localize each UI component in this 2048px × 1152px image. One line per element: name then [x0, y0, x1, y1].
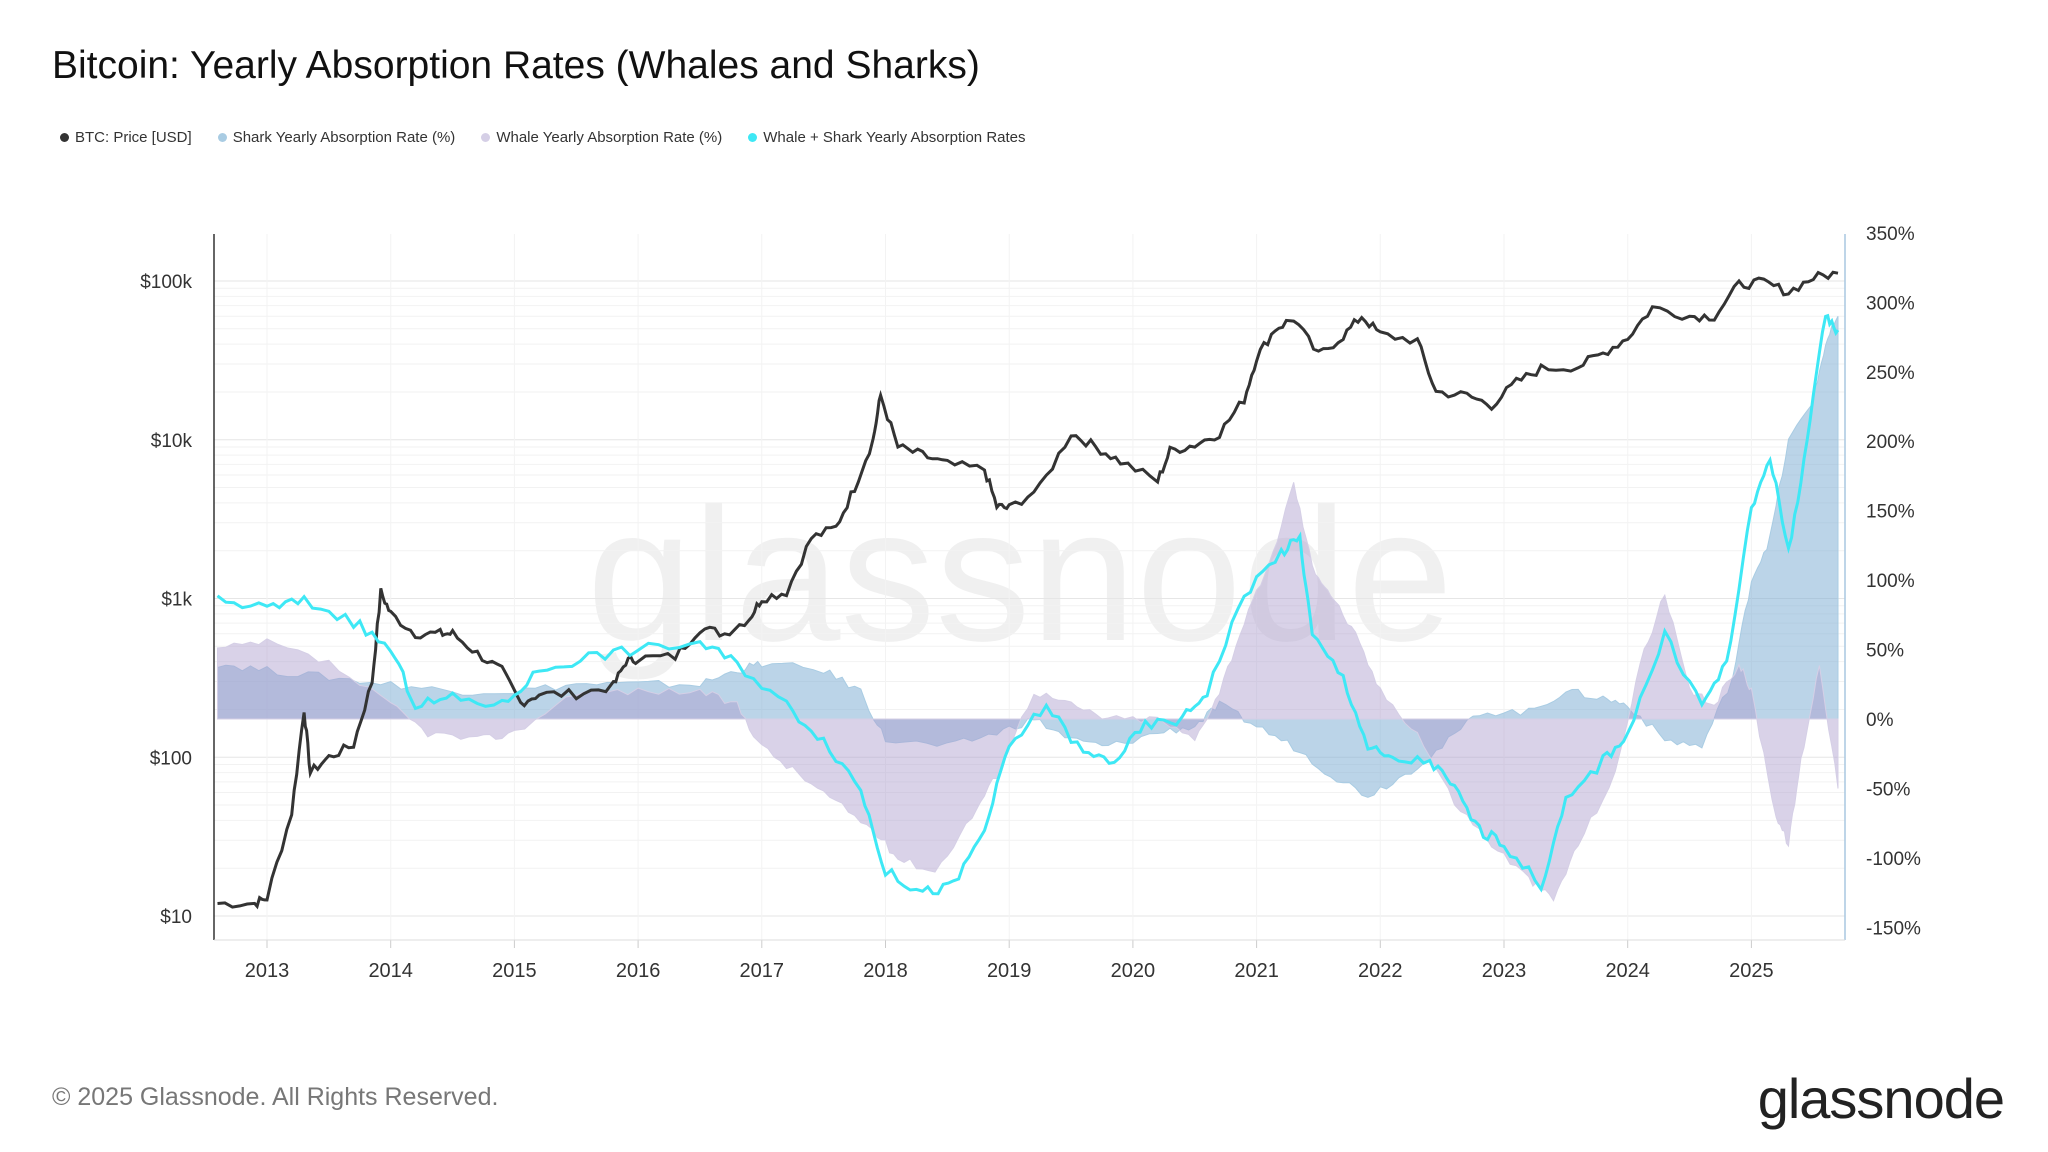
right-tick-label: 300%	[1866, 293, 1915, 314]
chart-title: Bitcoin: Yearly Absorption Rates (Whales…	[52, 44, 980, 87]
series-whale-shark-yearly-absorption-rates	[216, 313, 1840, 896]
series-whale-yearly-absorption-rate	[216, 482, 1839, 902]
left-tick-label: $100	[150, 748, 192, 769]
legend-item-shark[interactable]: Shark Yearly Absorption Rate (%)	[217, 129, 456, 146]
right-tick-label: 50%	[1866, 641, 1904, 662]
right-tick-label: -150%	[1866, 918, 1921, 939]
x-tick-label: 2015	[492, 960, 537, 982]
legend-dot-icon	[60, 133, 69, 142]
x-tick-label: 2014	[368, 960, 413, 982]
right-tick-label: -50%	[1866, 779, 1910, 800]
legend-label: Whale + Shark Yearly Absorption Rates	[763, 129, 1026, 146]
left-tick-label: $100k	[140, 272, 192, 293]
series-shark-yearly-absorption-rate	[216, 315, 1839, 798]
x-tick-label: 2024	[1605, 960, 1650, 982]
x-tick-label: 2017	[740, 960, 785, 982]
right-tick-label: 350%	[1866, 224, 1915, 245]
left-tick-label: $10k	[151, 431, 193, 452]
glassnode-logo: glassnode	[1757, 1067, 2005, 1130]
x-tick-label: 2016	[616, 960, 661, 982]
legend-dot-icon	[481, 133, 491, 142]
left-tick-label: $1k	[161, 590, 192, 611]
x-tick-label: 2023	[1482, 960, 1527, 982]
right-tick-label: 150%	[1866, 502, 1915, 523]
right-tick-label: 250%	[1866, 363, 1915, 384]
legend-item-btc-price[interactable]: BTC: Price [USD]	[60, 129, 192, 146]
legend-item-whale[interactable]: Whale Yearly Absorption Rate (%)	[481, 129, 722, 146]
legend-label: BTC: Price [USD]	[75, 129, 192, 146]
x-tick-label: 2019	[987, 960, 1032, 982]
legend-dot-icon	[748, 133, 758, 142]
series-btc-price-usd	[217, 270, 1839, 910]
right-tick-label: 200%	[1866, 432, 1915, 453]
x-tick-label: 2021	[1234, 960, 1279, 982]
x-tick-label: 2025	[1729, 960, 1774, 982]
legend-label: Whale Yearly Absorption Rate (%)	[496, 129, 723, 146]
x-tick-label: 2020	[1111, 960, 1156, 982]
left-tick-label: $10	[160, 907, 192, 928]
right-tick-label: 0%	[1866, 710, 1894, 731]
legend-label: Shark Yearly Absorption Rate (%)	[232, 129, 456, 146]
legend-item-combined[interactable]: Whale + Shark Yearly Absorption Rates	[748, 129, 1026, 146]
right-tick-label: 100%	[1866, 571, 1915, 592]
x-tick-label: 2018	[863, 960, 908, 982]
legend: BTC: Price [USD] Shark Yearly Absorption…	[60, 129, 1026, 146]
x-tick-label: 2022	[1358, 960, 1403, 982]
legend-dot-icon	[217, 133, 227, 142]
copyright: © 2025 Glassnode. All Rights Reserved.	[52, 1083, 499, 1111]
right-tick-label: -100%	[1866, 849, 1921, 870]
x-tick-label: 2013	[245, 960, 290, 982]
